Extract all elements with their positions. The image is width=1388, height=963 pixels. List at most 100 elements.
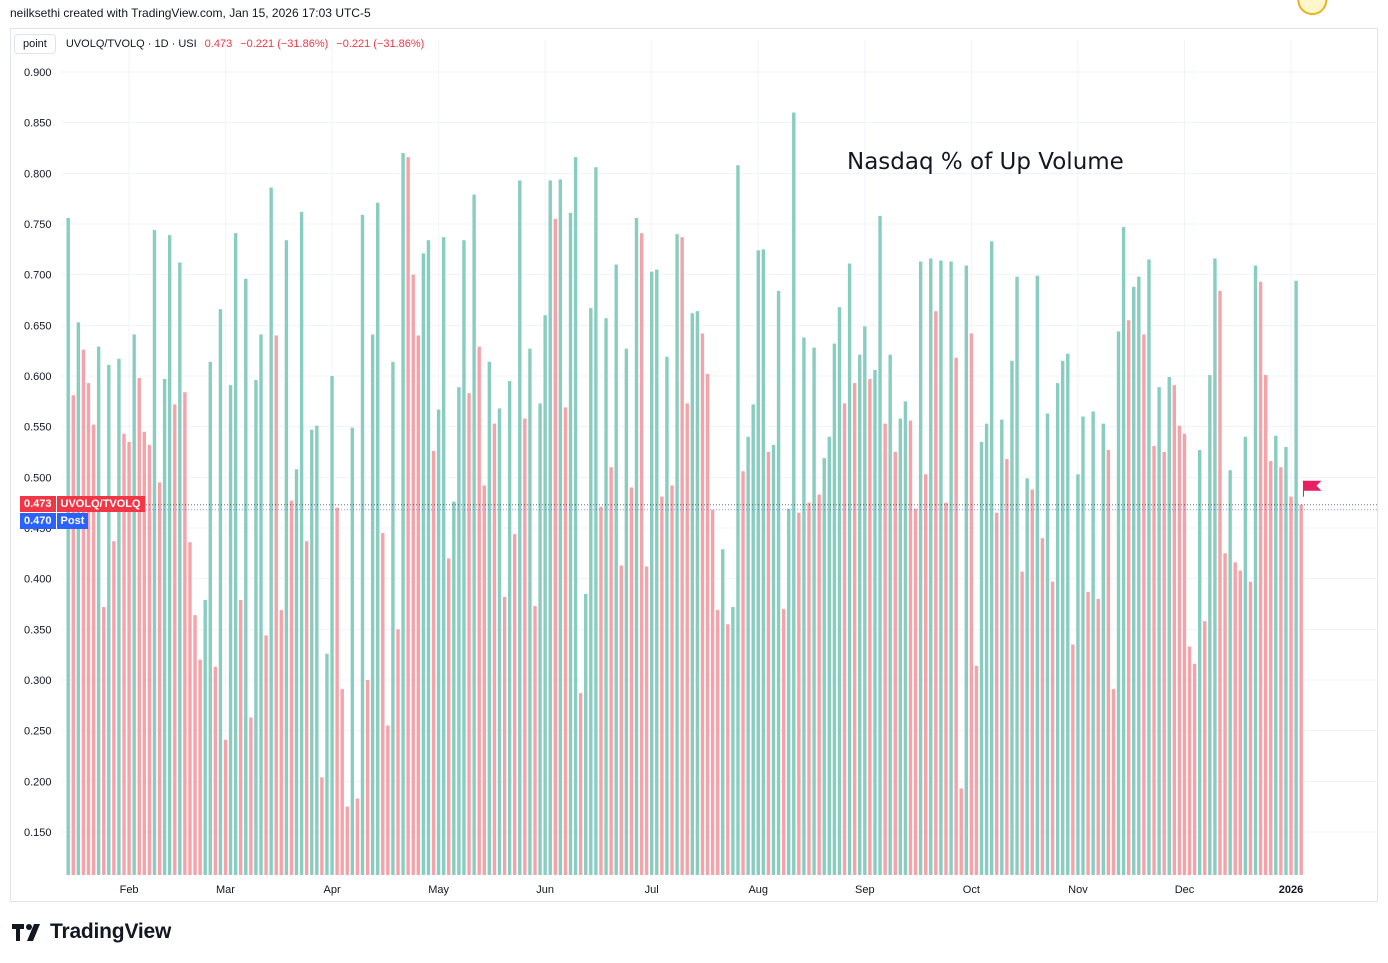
bar <box>1182 433 1187 875</box>
bar <box>863 326 867 875</box>
bar <box>543 315 547 875</box>
bar <box>350 427 355 875</box>
bar <box>731 607 735 875</box>
bar <box>634 217 639 875</box>
bar <box>538 403 542 875</box>
bar <box>979 441 984 875</box>
bar <box>568 212 573 875</box>
bar <box>878 215 882 876</box>
bar <box>528 348 532 875</box>
bar <box>787 508 791 875</box>
symbol-label[interactable]: UVOLQ/TVOLQ · 1D · USI <box>65 38 197 50</box>
bar <box>416 335 421 875</box>
bar <box>599 506 603 875</box>
bar <box>355 798 360 875</box>
bar <box>523 418 527 875</box>
bar <box>112 541 116 875</box>
bar <box>685 403 689 875</box>
x-tick-label: Jun <box>536 884 554 896</box>
bar <box>421 253 426 876</box>
bar <box>502 596 507 875</box>
bar <box>949 261 953 876</box>
bar <box>1121 227 1126 875</box>
bar <box>294 469 299 875</box>
bar <box>1040 538 1045 875</box>
bar <box>1198 449 1202 875</box>
highlight-circle <box>1297 0 1328 15</box>
bar <box>974 665 979 875</box>
bar <box>893 451 897 875</box>
bar <box>1248 581 1253 875</box>
bar <box>822 458 826 875</box>
bar <box>513 534 517 875</box>
bar <box>76 322 81 876</box>
bar <box>381 533 385 875</box>
bar <box>497 408 502 875</box>
bar <box>644 566 649 875</box>
x-tick-label: Sep <box>855 884 875 896</box>
bar <box>898 418 903 875</box>
bar <box>680 237 684 875</box>
bar <box>188 542 192 875</box>
bar <box>984 423 989 875</box>
bar <box>391 361 395 875</box>
bar <box>619 565 623 875</box>
change-1: −0.221 (−31.86%) <box>240 38 329 50</box>
x-axis-ticks: Feb Mar Apr May Jun Jul Aug Sep Oct Nov Dec 2026 <box>120 884 1304 896</box>
bar <box>102 607 106 875</box>
bar <box>218 309 223 875</box>
bar <box>746 436 750 875</box>
bar <box>873 369 877 875</box>
bar <box>284 240 289 876</box>
bar <box>929 258 933 875</box>
bar <box>269 187 273 875</box>
bar <box>1111 689 1116 875</box>
bar <box>1147 259 1151 875</box>
bar <box>173 404 177 875</box>
bar <box>721 549 725 875</box>
bar <box>249 717 253 875</box>
bar <box>553 218 558 875</box>
bar <box>487 361 492 875</box>
last-value-name: UVOLQ/TVOLQ <box>56 495 145 512</box>
bar <box>1086 591 1090 875</box>
bar <box>736 165 740 875</box>
bar <box>852 383 857 875</box>
bar <box>1010 360 1014 875</box>
bar <box>1263 374 1268 875</box>
bar <box>299 211 304 875</box>
bar <box>629 487 634 875</box>
bar <box>264 635 268 875</box>
tradingview-brand: TradingView <box>12 920 171 944</box>
bar <box>1274 435 1278 875</box>
bar <box>157 482 162 875</box>
x-tick-label: Apr <box>323 884 340 896</box>
y-tick-label: 0.650 <box>24 320 52 332</box>
bar <box>320 777 324 875</box>
bar <box>107 364 111 875</box>
bar <box>447 558 451 875</box>
bar <box>431 450 436 875</box>
bar <box>842 403 847 875</box>
bar <box>1243 436 1248 875</box>
bar <box>1152 445 1156 875</box>
bar <box>1071 644 1075 875</box>
bar <box>1096 598 1100 875</box>
x-tick-label: May <box>428 884 449 896</box>
bar <box>274 335 278 875</box>
bar <box>1208 374 1212 875</box>
bar <box>924 474 928 875</box>
bar <box>304 541 309 875</box>
bar <box>781 609 786 875</box>
bar <box>117 358 121 875</box>
bar <box>1061 360 1065 875</box>
bar <box>944 502 948 875</box>
bar <box>1020 571 1024 875</box>
y-tick-label: 0.350 <box>24 624 52 636</box>
point-mode-button[interactable]: point <box>14 34 56 54</box>
bar <box>812 347 816 876</box>
bar <box>1076 474 1080 875</box>
y-tick-label: 0.850 <box>24 118 52 130</box>
y-tick-label: 0.150 <box>24 827 52 839</box>
x-tick-label: Oct <box>963 884 980 896</box>
